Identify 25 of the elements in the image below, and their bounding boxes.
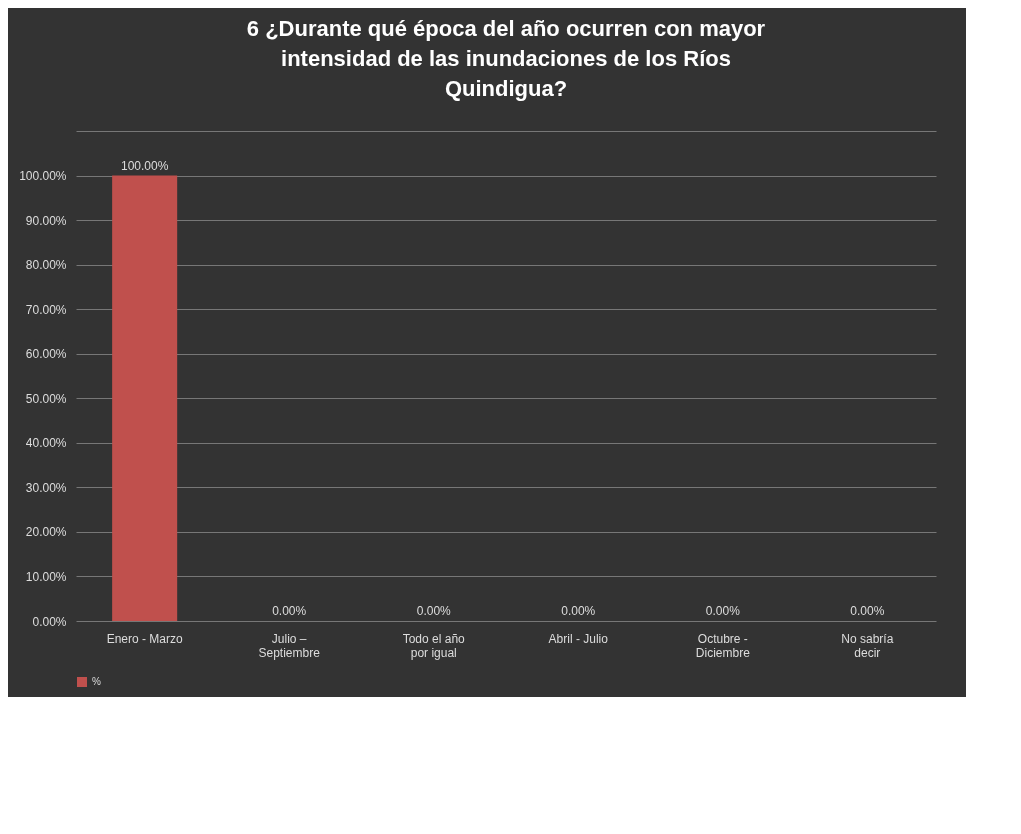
x-tick-label: Todo el año por igual [402,631,466,660]
y-tick-label: 70.00% [25,302,67,317]
y-tick-label: 80.00% [25,258,67,273]
data-label: 0.00% [416,604,452,618]
y-tick-label: 90.00% [25,213,67,228]
y-tick-label: 10.00% [25,569,67,584]
data-label: 0.00% [272,604,307,618]
y-tick-label: 40.00% [25,436,67,451]
data-label: 0.00% [850,604,885,618]
y-tick-label: 30.00% [25,480,67,495]
y-tick-label: 100.00% [19,169,67,184]
y-tick-label: 60.00% [25,347,67,362]
chart-title: 6 ¿Durante qué época del año ocurren con mayor intensidad de las inundaciones de los Ríos Quindigua? [246,16,766,101]
data-label: 0.00% [561,604,596,618]
x-tick-label: Octubre - Diciembre [695,631,751,660]
x-tick-label: Abril - Julio [548,631,609,646]
data-label: 0.00% [705,604,741,618]
x-tick-label: Enero - Marzo [106,631,183,646]
y-tick-label: 50.00% [25,391,67,406]
data-label: 100.00% [120,158,169,173]
y-tick-label: 20.00% [25,525,67,540]
x-tick-label: No sabría decir [841,631,894,660]
legend-label: % [92,676,101,687]
y-tick-label: 0.00% [32,614,67,629]
x-tick-label: Julio – Septiembre [258,631,321,660]
